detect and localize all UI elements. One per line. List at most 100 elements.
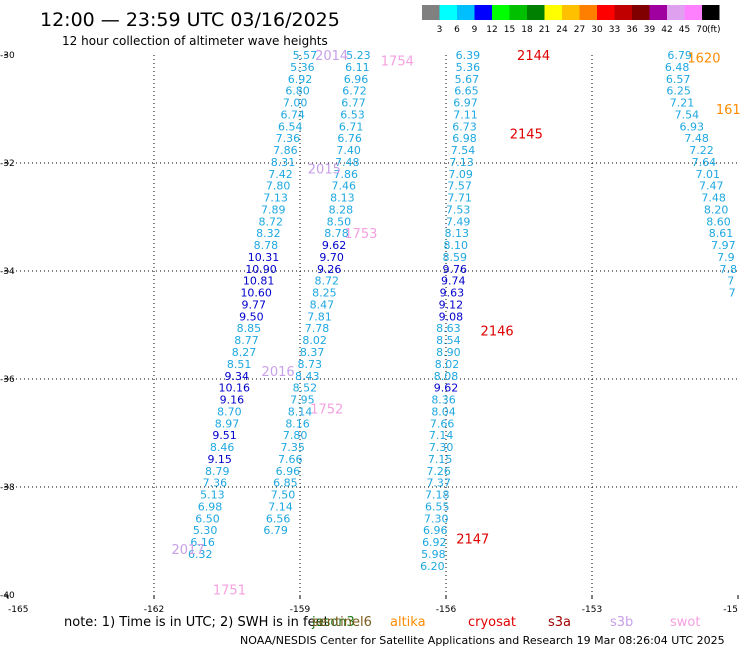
wave-height-value: 6.76: [337, 132, 362, 145]
wave-height-value: 8.02: [302, 334, 327, 347]
wave-height-value: 6.20: [420, 560, 445, 573]
wave-height-value: 6.79: [263, 524, 288, 537]
wave-height-value: 8.27: [232, 346, 257, 359]
wave-height-value: 7.37: [426, 477, 451, 490]
wave-height-value: 8.73: [297, 358, 322, 371]
wave-height-value: 6.92: [288, 73, 313, 86]
wave-height-value: 7.48: [335, 156, 360, 169]
satellite-legend-item: sentinel6: [312, 615, 372, 630]
x-tick-label: -153: [582, 605, 602, 615]
wave-height-value: 6.74: [280, 108, 305, 121]
colorbar-unit: (ft): [707, 25, 721, 35]
wave-height-value: 7.46: [332, 180, 357, 193]
colorbar-swatch: [702, 5, 720, 20]
colorbar-swatch: [562, 5, 580, 20]
wave-height-value: 10.16: [219, 382, 251, 395]
wave-height-value: 7.22: [689, 144, 714, 157]
wave-height-value: 9.16: [220, 394, 245, 407]
wave-height-value: 8.72: [259, 215, 284, 228]
revolution-label: 2016: [262, 365, 295, 380]
wave-height-value: 8.20: [704, 203, 729, 216]
wave-height-value: 7.15: [428, 453, 453, 466]
wave-height-value: 8.47: [310, 298, 335, 311]
wave-height-value: 8.63: [436, 322, 461, 335]
wave-height-value: 6.25: [666, 85, 691, 98]
wave-height-value: 6.80: [285, 85, 310, 98]
wave-height-value: 6.92: [422, 536, 447, 549]
wave-height-value: 8.37: [300, 346, 325, 359]
wave-height-value: 5.13: [200, 489, 225, 502]
grid-lines: [8, 55, 738, 595]
wave-height-value: 7.66: [430, 417, 455, 430]
wave-height-value: 6.96: [276, 465, 301, 478]
satellite-legend-item: swot: [670, 615, 700, 630]
wave-height-value: 8.13: [330, 192, 355, 205]
wave-height-value: 7.49: [446, 215, 471, 228]
wave-height-value: 8.25: [312, 287, 337, 300]
colorbar-legend: 3 6 9 12 15 18 21 24 27 30 33 36 39 42 45 70 (ft): [422, 5, 721, 35]
wave-height-value: 8.70: [217, 405, 242, 418]
wave-height-value: 6.57: [666, 73, 691, 86]
wave-height-value: 8.78: [324, 227, 349, 240]
wave-height-value: 8.52: [293, 382, 318, 395]
y-tick-label: -34: [0, 267, 15, 277]
wave-height-value: 7.14: [268, 500, 293, 513]
wave-height-value: 6.32: [188, 548, 213, 561]
revolution-label: 1620: [687, 52, 720, 67]
wave-height-value: 7.40: [336, 144, 361, 157]
colorbar-swatch: [614, 5, 632, 20]
wave-height-value: 8.51: [227, 358, 252, 371]
wave-height-value: 5.23: [346, 49, 371, 62]
satellite-legend-item: s3a: [548, 615, 571, 630]
colorbar-label: 27: [574, 25, 585, 35]
revolution-label: 1754: [381, 54, 414, 69]
wave-height-value: 9.76: [443, 263, 468, 276]
wave-height-value: 7.42: [268, 168, 293, 181]
wave-height-value: 7.89: [261, 203, 286, 216]
wave-height-value: 7.80: [283, 429, 308, 442]
x-tick-label: -15: [723, 605, 738, 615]
wave-height-value: 7: [727, 275, 734, 288]
wave-height-value: 7.11: [453, 108, 478, 121]
x-tick-label: -159: [290, 605, 311, 615]
wave-height-value: 10.90: [245, 263, 277, 276]
revolution-label: 2017: [172, 543, 205, 558]
wave-height-value: 7: [729, 287, 736, 300]
colorbar-label: 18: [521, 25, 533, 35]
colorbar-swatch: [632, 5, 650, 20]
axis-ticks: -165 -162 -159 -156 -153 -15 -30 -32 -34 -36 -38 -4…: [0, 51, 739, 615]
wave-height-value: 5.30: [193, 524, 218, 537]
wave-height-value: 10.81: [243, 275, 275, 288]
wave-height-value: 8.90: [436, 346, 461, 359]
wave-height-value: 9.62: [434, 382, 459, 395]
wave-height-value: 5.57: [293, 49, 318, 62]
revolution-label: 2147: [456, 532, 489, 547]
x-tick-label: -162: [144, 605, 164, 615]
wave-height-value: 8.36: [431, 394, 456, 407]
wave-height-value: 8.13: [444, 227, 469, 240]
colorbar-label: 42: [661, 25, 672, 35]
wave-height-value: 9.70: [319, 251, 344, 264]
colorbar-swatch: [492, 5, 510, 20]
wave-height-value: 8.02: [435, 358, 460, 371]
wave-height-value: 5.67: [455, 73, 480, 86]
wave-height-value: 7.18: [425, 489, 450, 502]
wave-height-value: 6.96: [344, 73, 369, 86]
colorbar-label: 39: [644, 25, 656, 35]
revolution-label: 1752: [310, 403, 343, 418]
wave-height-value: 7.21: [670, 97, 695, 110]
colorbar-label: 21: [539, 25, 550, 35]
wave-height-value: 6.96: [423, 524, 448, 537]
wave-height-value: 6.93: [680, 120, 705, 133]
y-tick-label: -36: [0, 375, 15, 385]
wave-height-value: 7.71: [447, 192, 472, 205]
wave-height-value: 7.78: [305, 322, 330, 335]
wave-height-value: 6.55: [425, 500, 450, 513]
wave-height-value: 9.26: [317, 263, 342, 276]
wave-height-value: 8.50: [327, 215, 352, 228]
revolution-label: 1753: [344, 227, 377, 242]
colorbar-label: 9: [472, 25, 478, 35]
colorbar-swatch: [457, 5, 475, 20]
colorbar-swatch: [544, 5, 562, 20]
